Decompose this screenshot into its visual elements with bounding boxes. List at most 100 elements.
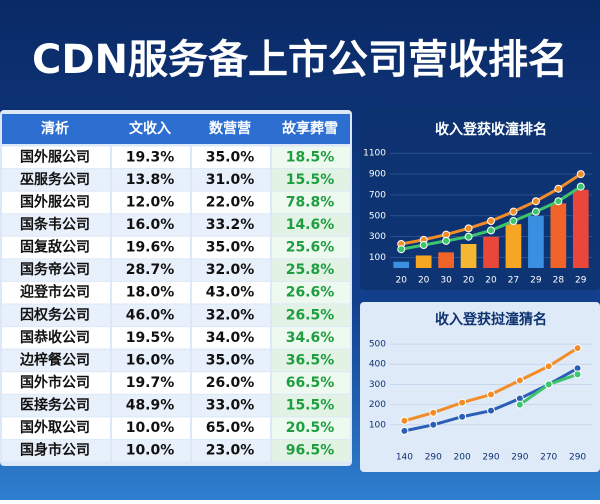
table-cell bbox=[272, 169, 350, 191]
page-title: CDN服务备上市公司营收排名 bbox=[32, 37, 568, 83]
table-cell-text: 35.0% bbox=[206, 240, 255, 256]
table-cell bbox=[112, 281, 190, 304]
bar bbox=[393, 261, 410, 268]
table-cell-text: 46.0% bbox=[126, 307, 175, 323]
table-cell bbox=[272, 236, 350, 259]
table-cell bbox=[2, 417, 110, 439]
table-cell bbox=[192, 191, 270, 214]
y-tick-label: 900 bbox=[369, 170, 386, 180]
table-cell-text: 48.9% bbox=[126, 398, 175, 414]
table-cell-text: 32.0% bbox=[206, 262, 255, 278]
table-cell bbox=[2, 146, 110, 169]
x-tick-label: 140 bbox=[396, 453, 413, 463]
table-cell-text: 10.0% bbox=[126, 420, 175, 436]
point bbox=[458, 398, 467, 407]
table-cell bbox=[192, 236, 270, 259]
table-cell bbox=[2, 304, 110, 327]
table-cell-text: 13.8% bbox=[126, 172, 175, 188]
table-cell-text: 国外取公司 bbox=[20, 419, 90, 436]
table-cell-text: 因权务公司 bbox=[20, 306, 90, 323]
table-cell bbox=[192, 439, 270, 462]
point bbox=[576, 182, 585, 191]
table-cell bbox=[112, 304, 190, 327]
bar bbox=[572, 189, 589, 268]
table-cell bbox=[112, 214, 190, 236]
point bbox=[487, 217, 495, 226]
table-cell bbox=[272, 259, 350, 281]
table-cell bbox=[272, 214, 350, 236]
table-cell-text: 33.0% bbox=[206, 398, 255, 414]
point bbox=[397, 245, 406, 254]
table-cell bbox=[272, 327, 350, 349]
table-cell bbox=[192, 146, 270, 169]
table-cell-text: 18.5% bbox=[286, 149, 335, 165]
y-tick-label: 500 bbox=[369, 211, 386, 221]
y-tick-label: 1100 bbox=[363, 149, 386, 159]
table-cell bbox=[272, 394, 350, 417]
table-cell-text: 18.0% bbox=[126, 285, 175, 301]
x-tick-label: 27 bbox=[508, 276, 519, 286]
table-cell-text: 国务帝公司 bbox=[20, 261, 90, 278]
table-cell bbox=[2, 327, 110, 349]
chart-title: 收入登获挝潼猜名 bbox=[435, 311, 547, 328]
point bbox=[509, 217, 518, 226]
table-cell bbox=[112, 146, 190, 169]
table-cell bbox=[192, 169, 270, 191]
point bbox=[464, 224, 473, 233]
table-cell-text: 35.0% bbox=[206, 149, 255, 165]
table-cell bbox=[272, 191, 350, 214]
table-cell bbox=[272, 349, 350, 372]
x-tick-label: 290 bbox=[511, 453, 528, 463]
table-cell-text: 26.5% bbox=[286, 307, 335, 323]
table-cell bbox=[272, 439, 350, 462]
point bbox=[487, 390, 495, 399]
y-tick-label: 100 bbox=[369, 253, 386, 263]
table-header bbox=[2, 114, 350, 144]
table-cell-text: 迎登市公司 bbox=[20, 284, 90, 301]
table-cell bbox=[112, 169, 190, 191]
point bbox=[464, 232, 473, 241]
table-cell-text: 65.0% bbox=[206, 420, 255, 436]
column-header: 文收入 bbox=[129, 120, 171, 137]
point bbox=[509, 207, 518, 216]
table-cell-text: 22.0% bbox=[206, 194, 255, 210]
point bbox=[573, 370, 582, 379]
y-tick-label: 500 bbox=[369, 340, 386, 350]
x-tick-label: 29 bbox=[530, 276, 542, 286]
y-tick-label: 300 bbox=[369, 380, 386, 390]
bar bbox=[438, 252, 454, 268]
table-cell-text: 19.7% bbox=[126, 375, 175, 391]
point bbox=[429, 420, 438, 429]
table-cell-text: 19.3% bbox=[126, 149, 175, 165]
y-tick-label: 100 bbox=[369, 420, 386, 430]
point bbox=[515, 400, 524, 409]
point bbox=[442, 236, 451, 245]
table-cell-text: 26.6% bbox=[286, 285, 335, 301]
table-cell bbox=[2, 259, 110, 281]
point bbox=[487, 406, 495, 415]
x-tick-label: 200 bbox=[454, 453, 471, 463]
bar bbox=[460, 244, 477, 268]
point bbox=[544, 380, 553, 389]
table-cell bbox=[192, 214, 270, 236]
table-cell-text: 边梓餐公司 bbox=[19, 351, 90, 368]
table-cell bbox=[2, 439, 110, 462]
table-cell-text: 36.5% bbox=[286, 352, 335, 368]
table-cell-text: 35.0% bbox=[206, 352, 255, 368]
column-header: 清析 bbox=[41, 120, 69, 137]
point bbox=[531, 197, 540, 206]
table-cell-text: 15.5% bbox=[286, 398, 335, 414]
table-cell-text: 66.5% bbox=[286, 375, 335, 391]
table-cell-text: 国条韦公司 bbox=[20, 216, 90, 233]
x-tick-label: 29 bbox=[575, 276, 587, 286]
table-cell-text: 国恭收公司 bbox=[20, 329, 90, 346]
column-header: 故享葬雪 bbox=[282, 120, 338, 137]
point bbox=[576, 170, 585, 179]
table-cell bbox=[192, 417, 270, 439]
table-cell bbox=[192, 349, 270, 372]
table-cell bbox=[112, 394, 190, 417]
table-cell bbox=[192, 259, 270, 281]
table-cell-text: 28.7% bbox=[126, 262, 175, 278]
column-header: 数营营 bbox=[209, 120, 251, 137]
